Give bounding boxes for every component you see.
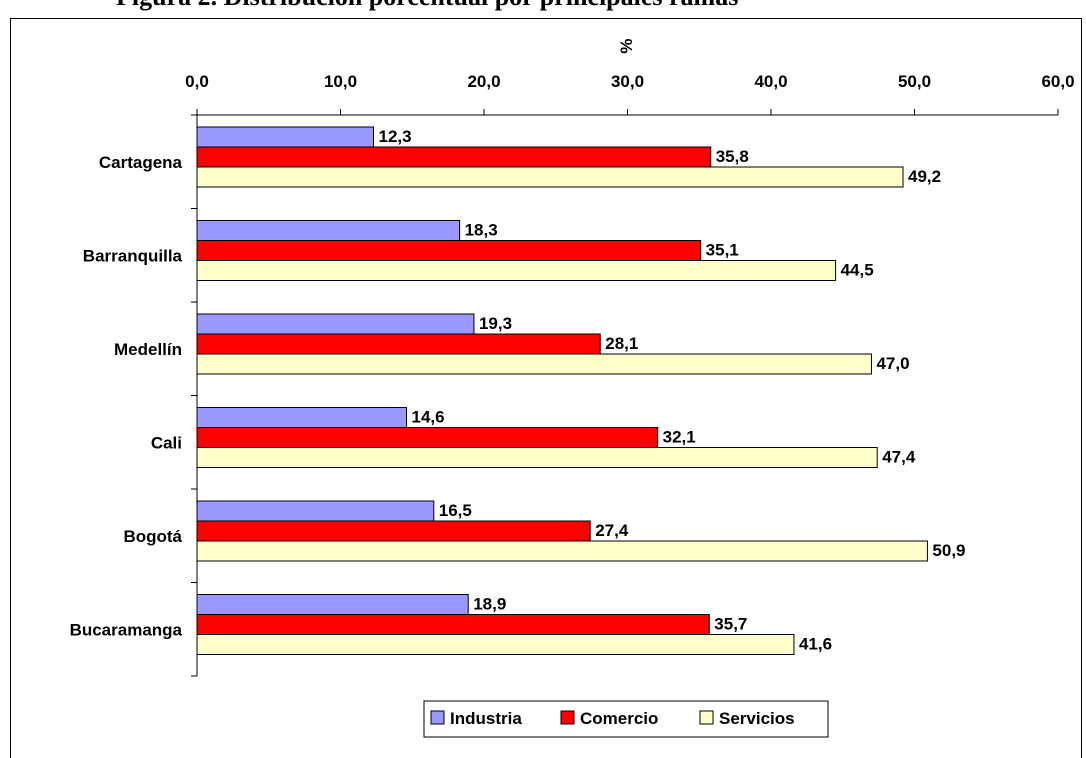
x-tick-label: 50,0 xyxy=(898,72,931,91)
bar-comercio xyxy=(196,427,659,448)
data-label: 19,3 xyxy=(479,314,512,333)
legend-swatch xyxy=(430,710,445,725)
legend-swatch xyxy=(560,710,575,725)
data-label: 27,4 xyxy=(595,521,629,540)
category-label: Barranquilla xyxy=(83,246,183,265)
x-tick-label: 20,0 xyxy=(467,72,500,91)
bar-servicios xyxy=(196,166,904,188)
data-label: 35,8 xyxy=(716,147,749,166)
data-label: 35,7 xyxy=(714,615,747,634)
category-label: Bogotá xyxy=(123,527,182,546)
x-tick-label: 60,0 xyxy=(1041,72,1074,91)
bar-comercio xyxy=(196,240,702,261)
x-tick-label: 0,0 xyxy=(185,72,209,91)
bar-layer xyxy=(196,126,928,655)
data-label: 47,0 xyxy=(876,354,909,373)
data-label: 18,3 xyxy=(465,221,498,240)
data-label: 12,3 xyxy=(379,127,412,146)
x-tick-label: 40,0 xyxy=(754,72,787,91)
x-axis-title: % xyxy=(617,38,636,53)
axis-layer: 0,0 10,0 20,0 30,0 40,0 50,0 60,0% xyxy=(185,38,1075,677)
legend: Industria Comercio Servicios xyxy=(423,700,829,738)
x-tick-label: 30,0 xyxy=(611,72,644,91)
category-label: Medellín xyxy=(114,340,182,359)
bar-servicios xyxy=(196,447,878,468)
chart-title-strip: Figura 2. Distribución porcentual por pr… xyxy=(0,0,1086,17)
data-label: 49,2 xyxy=(908,167,941,186)
chart-title: Figura 2. Distribución porcentual por pr… xyxy=(116,0,738,12)
data-label: 47,4 xyxy=(882,448,916,467)
bar-industria xyxy=(196,313,475,335)
data-label: 35,1 xyxy=(706,241,739,260)
category-label: Cali xyxy=(151,433,182,452)
data-label: 28,1 xyxy=(605,334,638,353)
bar-comercio xyxy=(196,614,710,635)
bar-servicios xyxy=(196,634,795,655)
bar-comercio xyxy=(196,333,601,355)
data-label: 16,5 xyxy=(439,501,472,520)
data-label: 41,6 xyxy=(799,635,832,654)
legend-label: Industria xyxy=(450,709,522,728)
bar-servicios xyxy=(196,540,928,562)
bar-chart: 0,0 10,0 20,0 30,0 40,0 50,0 60,0% Cartagena 12… xyxy=(70,38,1075,738)
data-label: 32,1 xyxy=(663,428,696,447)
bar-comercio xyxy=(196,520,591,542)
data-label: 18,9 xyxy=(473,595,506,614)
bar-servicios xyxy=(196,260,837,281)
category-label: Cartagena xyxy=(99,153,183,172)
legend-box xyxy=(423,700,829,738)
bar-servicios xyxy=(196,353,872,375)
label-layer: Cartagena 12,3 35,8 49,2 Barranquilla 18,3 35,… xyxy=(70,127,966,654)
data-label: 44,5 xyxy=(841,261,874,280)
bar-industria xyxy=(196,407,408,428)
bar-industria xyxy=(196,500,435,522)
legend-label: Servicios xyxy=(719,709,795,728)
bar-comercio xyxy=(196,146,712,168)
category-label: Bucaramanga xyxy=(70,620,183,639)
legend-label: Comercio xyxy=(580,709,658,728)
bar-industria xyxy=(196,126,375,148)
data-label: 50,9 xyxy=(932,541,965,560)
data-label: 14,6 xyxy=(412,408,445,427)
legend-swatch xyxy=(699,710,714,725)
bar-industria xyxy=(196,220,461,241)
chart-frame xyxy=(10,18,1082,758)
x-tick-label: 10,0 xyxy=(324,72,357,91)
bar-industria xyxy=(196,594,469,615)
